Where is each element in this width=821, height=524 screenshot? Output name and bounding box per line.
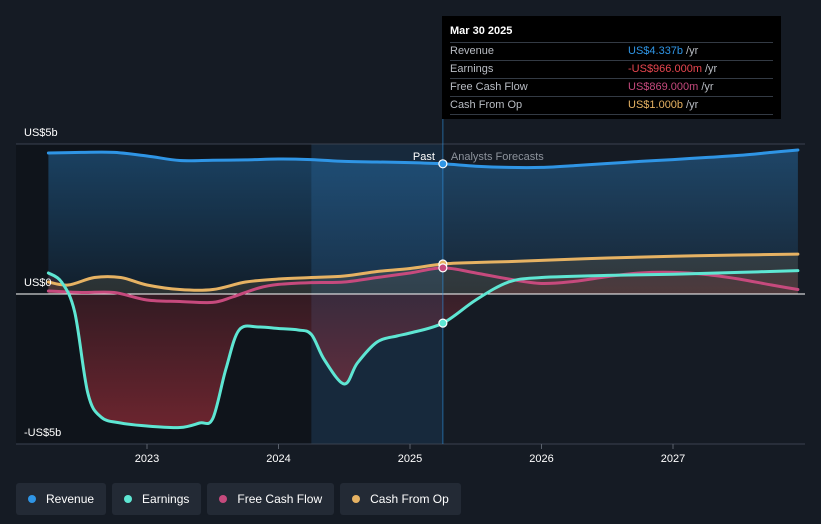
revenue-marker <box>438 159 448 169</box>
tooltip-row: Free Cash Flow US$869.000m/yr <box>450 79 773 97</box>
legend-item-earnings[interactable]: Earnings <box>112 483 202 515</box>
y-tick-label: US$0 <box>24 277 52 289</box>
cfo-line <box>46 252 800 292</box>
tooltip-row-unit: /yr <box>686 45 699 57</box>
legend-label: Earnings <box>142 492 190 506</box>
tooltip-row-label: Cash From Op <box>450 99 523 111</box>
forecast-label: Analysts Forecasts <box>451 151 544 163</box>
tooltip-row: Revenue US$4.337b/yr <box>450 43 773 61</box>
tooltip-row-value: US$4.337b <box>628 45 684 57</box>
x-tick-label: 2024 <box>266 453 290 465</box>
earnings-marker <box>438 318 448 328</box>
tooltip: Mar 30 2025 Revenue US$4.337b/yr Earnings -… <box>442 16 781 119</box>
legend-dot-icon <box>352 495 361 503</box>
tooltip-row-unit: /yr <box>705 63 718 75</box>
legend-dot-icon <box>124 495 133 503</box>
legend: Revenue Earnings Free Cash Flow Cash From O… <box>16 483 461 515</box>
x-tick-label: 2025 <box>398 453 422 465</box>
legend-item-free-cash-flow[interactable]: Free Cash Flow <box>207 483 335 515</box>
tooltip-row-unit: /yr <box>701 81 714 93</box>
tooltip-row-label: Earnings <box>450 63 494 75</box>
legend-item-cash-from-op[interactable]: Cash From Op <box>340 483 461 515</box>
legend-item-revenue[interactable]: Revenue <box>16 483 107 515</box>
past-label: Past <box>413 151 435 163</box>
tooltip-row-value: US$869.000m <box>628 81 699 93</box>
tooltip-row-value: US$1.000b <box>628 99 684 111</box>
tooltip-row-unit: /yr <box>686 99 699 111</box>
x-tick-label: 2027 <box>661 453 685 465</box>
earnings-line <box>46 269 800 430</box>
legend-label: Cash From Op <box>370 492 449 506</box>
x-tick-label: 2026 <box>529 453 553 465</box>
x-tick-label: 2023 <box>135 453 159 465</box>
legend-dot-icon <box>219 495 228 503</box>
y-tick-label: -US$5b <box>24 427 61 439</box>
legend-dot-icon <box>28 495 36 503</box>
tooltip-row-label: Free Cash Flow <box>450 81 528 93</box>
fcf-marker <box>438 263 448 273</box>
revenue-line <box>46 148 800 170</box>
y-tick-label: US$5b <box>24 127 58 139</box>
tooltip-date: Mar 30 2025 <box>450 24 773 43</box>
tooltip-row-value: -US$966.000m <box>628 63 702 75</box>
tooltip-row-label: Revenue <box>450 45 495 57</box>
legend-label: Free Cash Flow <box>237 492 323 506</box>
legend-label: Revenue <box>46 492 95 506</box>
tooltip-row: Earnings -US$966.000m/yr <box>450 61 773 79</box>
tooltip-row: Cash From Op US$1.000b/yr <box>450 97 773 115</box>
fcf-line <box>46 266 800 305</box>
earnings-area <box>48 270 798 428</box>
cash-from-op-area <box>48 254 798 294</box>
